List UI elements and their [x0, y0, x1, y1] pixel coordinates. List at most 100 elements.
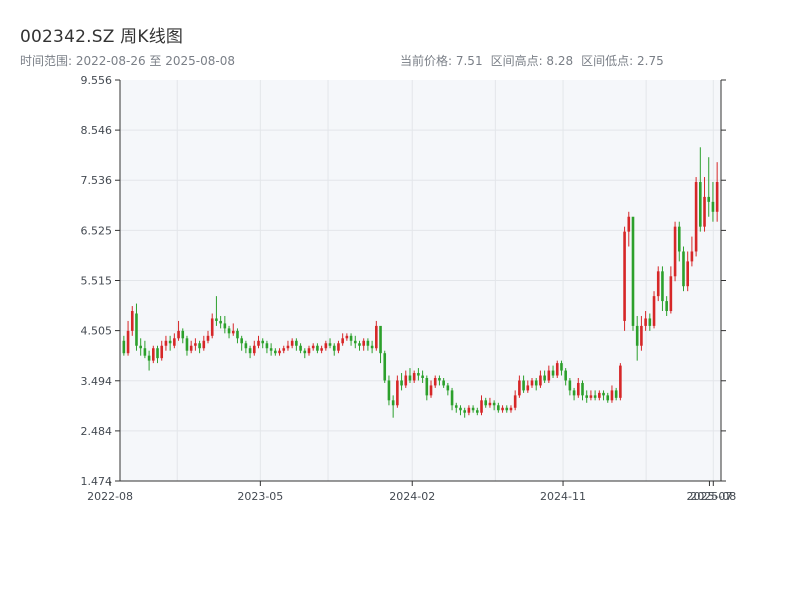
candle-body: [265, 343, 269, 349]
candle: [669, 266, 673, 314]
candle: [640, 315, 643, 351]
candle-body: [227, 328, 231, 334]
candle: [652, 291, 656, 329]
candle: [509, 405, 513, 413]
candle: [551, 365, 555, 378]
candle-body: [412, 373, 416, 381]
candle-body: [316, 345, 319, 351]
candle: [442, 377, 445, 388]
candle-body: [303, 350, 307, 354]
candle: [173, 333, 176, 349]
candle-body: [185, 338, 189, 351]
candle-body: [181, 330, 185, 339]
candle: [320, 345, 323, 354]
candle: [644, 311, 647, 331]
y-tick-label: 8.546: [81, 124, 113, 137]
candle: [130, 306, 134, 336]
candle: [665, 296, 668, 316]
candle: [480, 395, 483, 416]
candle: [185, 335, 189, 356]
candle: [421, 370, 424, 383]
candle: [425, 375, 429, 401]
date-range-label: 时间范围: 2022-08-26 至 2025-08-08: [20, 54, 235, 68]
candle: [661, 266, 664, 312]
candle-body: [644, 318, 647, 326]
candle-body: [324, 343, 328, 349]
candle-body: [366, 340, 370, 346]
candle-body: [328, 343, 332, 346]
candle: [194, 338, 197, 351]
candle: [614, 387, 618, 401]
candle-body: [383, 353, 387, 381]
candle: [572, 387, 576, 401]
candle: [244, 340, 248, 354]
candle: [459, 405, 462, 416]
candle-body: [286, 345, 290, 349]
candle-body: [189, 345, 193, 351]
candle: [353, 335, 357, 349]
candle: [694, 177, 698, 257]
candle: [446, 382, 450, 396]
candle-body: [463, 410, 466, 413]
candle: [147, 350, 151, 371]
candle: [248, 345, 252, 359]
candle: [303, 348, 307, 359]
candle-body: [438, 377, 441, 381]
x-tick-label: 2023-05: [237, 490, 283, 503]
candle-body: [375, 325, 378, 349]
candle-body: [147, 355, 151, 361]
candle-body: [627, 216, 631, 232]
candle: [623, 226, 626, 331]
candle-body: [522, 380, 525, 391]
candle: [143, 340, 147, 359]
candle-body: [362, 340, 365, 346]
candle: [236, 328, 239, 344]
candle: [627, 211, 631, 247]
candle-body: [476, 410, 479, 413]
candle-body: [501, 407, 504, 411]
candle-body: [240, 338, 243, 344]
candle-body: [518, 380, 521, 396]
candle: [530, 377, 534, 388]
candle-body: [231, 330, 235, 334]
candle: [269, 343, 273, 356]
candle: [476, 407, 479, 416]
candle: [345, 333, 349, 341]
y-tick-label: 4.505: [81, 325, 113, 338]
price-stats: 当前价格: 7.51 区间高点: 8.28 区间低点: 2.75: [400, 52, 664, 69]
candle: [593, 390, 597, 401]
candle-body: [459, 407, 462, 411]
candle-body: [623, 231, 626, 321]
candle: [585, 390, 589, 403]
candle: [543, 370, 546, 383]
candle: [564, 368, 567, 386]
candle: [589, 390, 593, 401]
candle-body: [135, 313, 138, 346]
candle-body: [122, 340, 126, 354]
candle: [606, 392, 610, 403]
candle: [307, 345, 311, 356]
candle: [598, 390, 601, 401]
candle: [383, 350, 387, 383]
candle-body: [576, 382, 580, 396]
candle: [316, 343, 319, 354]
candle: [610, 385, 614, 403]
candle: [497, 402, 500, 413]
candle-body: [320, 348, 323, 351]
axes: 1.474 2.484 3.494 4.505 5.515 6.525 7.536 8.546…: [81, 74, 737, 503]
candle-body: [177, 330, 180, 339]
candle-body: [467, 407, 471, 413]
candle: [463, 407, 466, 418]
candle-body: [404, 375, 408, 386]
candle-body: [598, 392, 601, 398]
candle-body: [513, 395, 517, 408]
candle-body: [307, 348, 311, 354]
candle: [433, 375, 437, 388]
candle-body: [370, 345, 374, 349]
candle: [526, 380, 530, 393]
candle-body: [707, 196, 711, 202]
candle-body: [139, 345, 142, 349]
candle: [560, 360, 563, 376]
candle-body: [332, 345, 336, 351]
candle-body: [248, 348, 252, 354]
